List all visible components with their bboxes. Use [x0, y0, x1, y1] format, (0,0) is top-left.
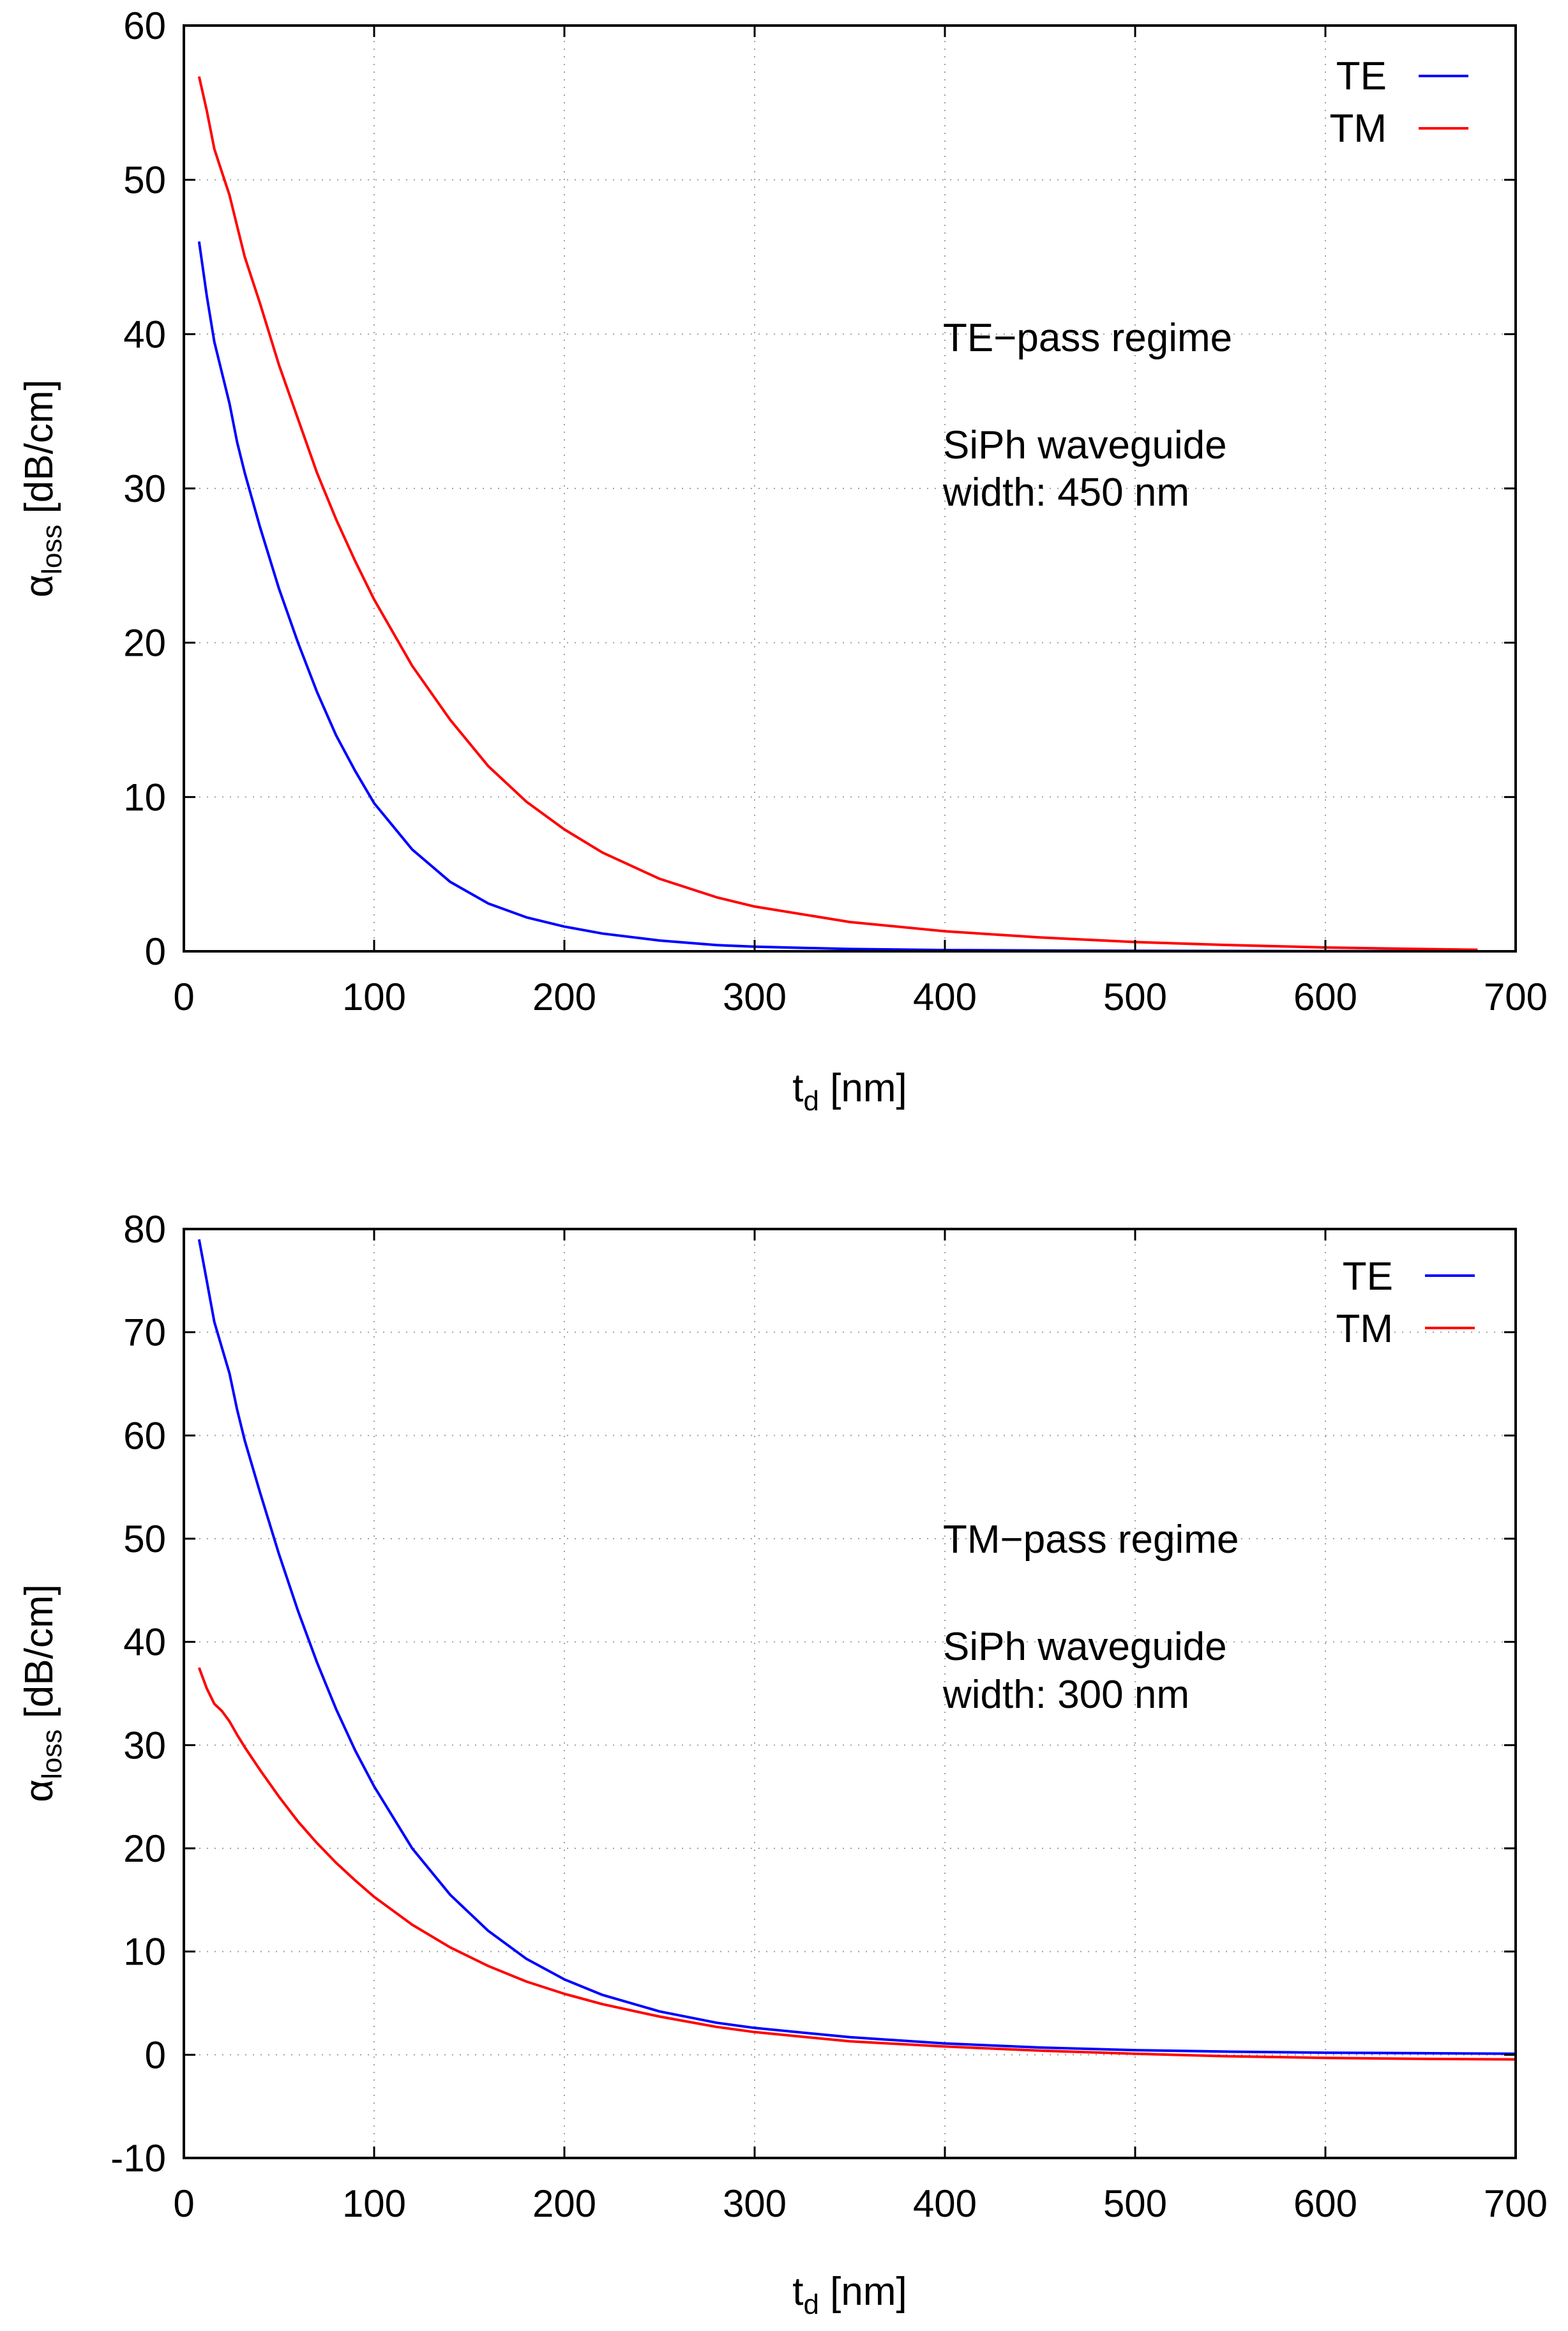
legend-label-te: TE [1336, 54, 1387, 98]
y-tick-label: 60 [123, 1414, 166, 1457]
x-axis-label-subscript: d [803, 2289, 818, 2320]
y-tick-label: 10 [123, 776, 166, 818]
x-tick-label: 100 [342, 976, 406, 1018]
x-tick-label: 0 [173, 976, 194, 1018]
annotation-regime: TE−pass regime [943, 316, 1232, 360]
y-tick-label: 40 [123, 313, 166, 356]
x-tick-label: 700 [1484, 976, 1548, 1018]
annotation-regime: TM−pass regime [943, 1518, 1239, 1562]
annotation-width: width: 450 nm [942, 471, 1189, 515]
grid-lines [184, 1229, 1516, 2158]
y-axis-label: αloss [dB/cm] [17, 379, 68, 597]
x-tick-label: 300 [723, 2182, 787, 2225]
y-tick-label: 50 [123, 159, 166, 202]
y-axis-label-unit: [dB/cm] [17, 1584, 61, 1729]
series-line-tm [197, 76, 1478, 951]
y-tick-label: -10 [110, 2137, 166, 2180]
annotation-waveguide: SiPh waveguide [943, 423, 1227, 467]
x-tick-label: 700 [1484, 2182, 1548, 2225]
x-tick-label: 200 [532, 976, 596, 1018]
y-axis-label-subscript: loss [36, 525, 68, 575]
y-tick-label: 80 [123, 1208, 166, 1251]
y-tick-label: 20 [123, 622, 166, 665]
x-tick-label: 600 [1293, 2182, 1357, 2225]
x-axis-label-subscript: d [803, 1085, 818, 1117]
x-tick-label: 500 [1103, 2182, 1167, 2225]
y-tick-label: 40 [123, 1621, 166, 1664]
y-tick-labels: -10 0 10 20 30 40 50 60 70 80 [110, 1208, 166, 2180]
y-axis-label-main: α [17, 575, 61, 598]
grid-lines [184, 26, 1516, 951]
plot-frame [183, 1228, 1517, 2159]
x-axis-label-unit: [nm] [819, 1066, 907, 1110]
y-tick-labels: 0 10 20 30 40 50 60 [123, 4, 166, 973]
x-tick-label: 200 [532, 2182, 596, 2225]
axis-ticks [183, 1228, 1517, 2159]
y-tick-label: 30 [123, 467, 166, 510]
x-tick-label: 300 [723, 976, 787, 1018]
y-tick-label: 70 [123, 1311, 166, 1354]
series-layer [197, 1239, 1516, 2061]
x-tick-label: 400 [913, 2182, 977, 2225]
x-tick-labels: 0 100 200 300 400 500 600 700 [173, 976, 1548, 1018]
x-tick-label: 400 [913, 976, 977, 1018]
x-tick-labels: 0 100 200 300 400 500 600 700 [173, 2182, 1548, 2225]
legend-label-te: TE [1343, 1255, 1393, 1299]
y-tick-label: 30 [123, 1724, 166, 1767]
y-tick-label: 10 [123, 1931, 166, 1973]
series-line-tm [197, 1667, 1516, 2061]
y-tick-label: 0 [145, 930, 166, 973]
axis-ticks [183, 24, 1517, 953]
legend: TE TM [1329, 54, 1468, 151]
series-line-te [197, 1239, 1516, 2055]
x-axis-label-main: t [792, 1066, 803, 1110]
legend: TE TM [1336, 1255, 1475, 1351]
annotation: TM−pass regime SiPh waveguide width: 300… [942, 1518, 1239, 1717]
y-axis-label-subscript: loss [36, 1730, 68, 1779]
x-axis-label: td [nm] [792, 2270, 907, 2320]
x-axis-label-main: t [792, 2270, 803, 2314]
legend-label-tm: TM [1336, 1307, 1393, 1351]
annotation-width: width: 300 nm [942, 1673, 1189, 1717]
x-tick-label: 100 [342, 2182, 406, 2225]
chart-top-panel: 0 100 200 300 400 500 600 700 0 10 20 30 40 50 60 td … [17, 4, 1548, 1117]
chart-bottom-panel: 0 100 200 300 400 500 600 700 -1001020304050607… [17, 1208, 1548, 2320]
x-axis-label: td [nm] [792, 1066, 907, 1117]
x-tick-label: 600 [1293, 976, 1357, 1018]
y-tick-label: 20 [123, 1827, 166, 1870]
x-axis-label-unit: [nm] [819, 2270, 907, 2314]
annotation-waveguide: SiPh waveguide [943, 1625, 1227, 1669]
y-tick-label: 60 [123, 4, 166, 47]
legend-label-tm: TM [1329, 107, 1387, 151]
y-tick-label: 0 [145, 2033, 166, 2076]
x-tick-label: 500 [1103, 976, 1167, 1018]
annotation: TE−pass regime SiPh waveguide width: 450… [942, 316, 1232, 515]
x-tick-label: 0 [173, 2182, 194, 2225]
y-axis-label: αloss [dB/cm] [17, 1584, 68, 1802]
y-axis-label-unit: [dB/cm] [17, 379, 61, 524]
y-axis-label-main: α [17, 1779, 61, 1802]
y-tick-label: 50 [123, 1518, 166, 1560]
